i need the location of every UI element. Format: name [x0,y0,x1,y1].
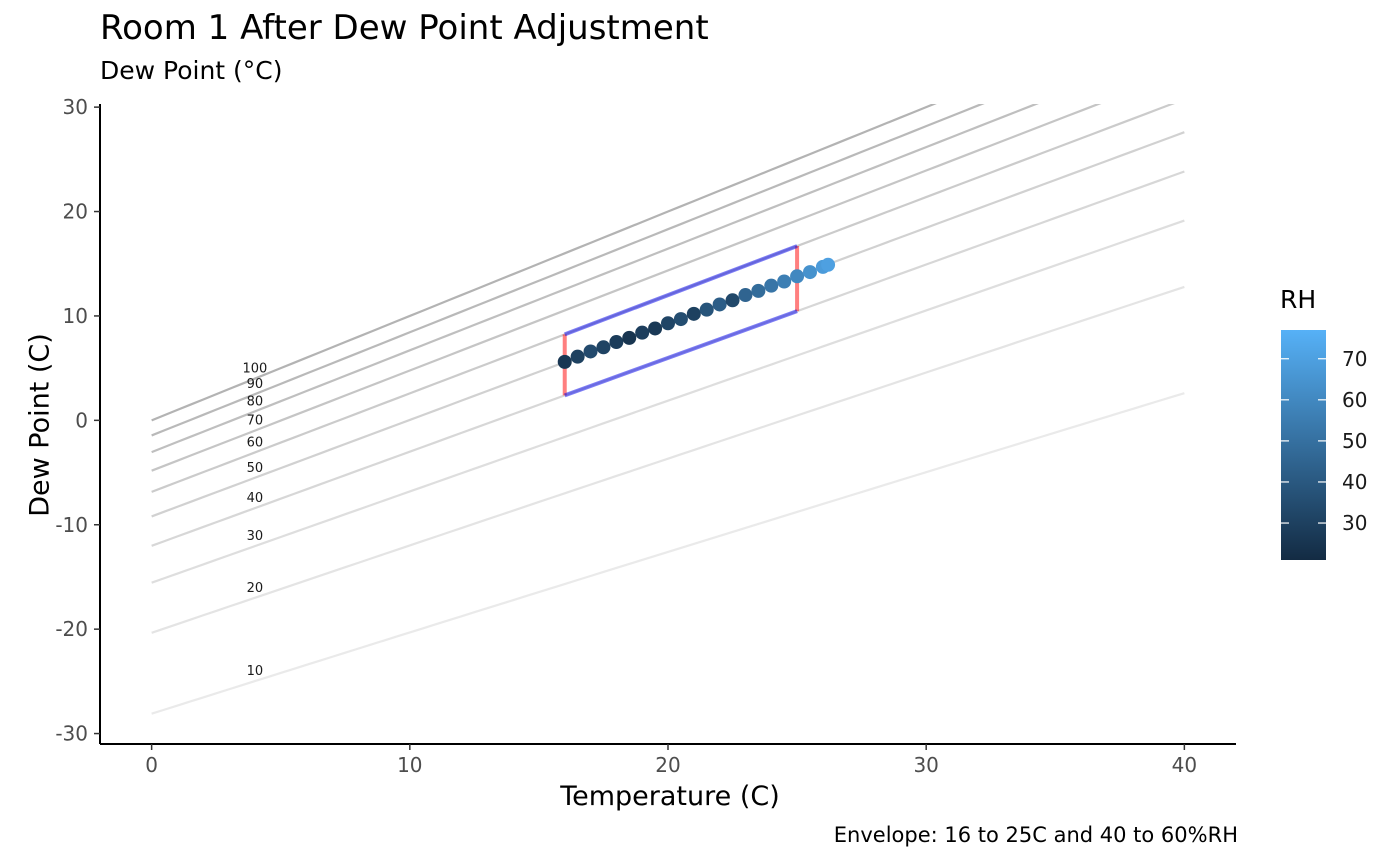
rh-curve-20 [151,285,1185,634]
rh-curve-label-30: 30 [247,529,264,544]
data-point [609,335,624,350]
x-axis-label: Temperature (C) [560,781,780,812]
rh-curve-label-100: 100 [242,362,267,377]
data-point [596,340,611,355]
y-tick-label: -30 [55,722,88,746]
data-point [751,283,766,298]
x-tick-label: 0 [145,753,158,777]
x-tick-label: 40 [1172,753,1197,777]
rh-curve-label-80: 80 [247,394,264,409]
legend-title: RH [1280,285,1317,314]
x-tick-label: 10 [397,753,422,777]
rh-curve-80 [151,104,1039,454]
data-point [686,306,701,321]
data-point [725,293,740,308]
data-point [803,265,817,280]
data-point [648,321,663,336]
data-point [570,349,585,364]
data-point [557,354,572,369]
data-point [583,344,598,359]
envelope-rh-min [564,309,798,398]
rh-curve-90 [151,104,985,437]
x-tick-label: 30 [913,753,938,777]
chart-title: Room 1 After Dew Point Adjustment [100,8,709,48]
data-point [790,269,805,284]
rh-curve-label-10: 10 [247,664,264,679]
y-tick-label: -20 [55,617,88,641]
legend-tick-label: 60 [1342,388,1367,412]
rh-curve-label-90: 90 [247,377,264,392]
data-point [635,325,650,340]
data-point [622,330,637,345]
legend-tick-label: 40 [1342,470,1367,494]
rh-curve-30 [151,219,1185,584]
data-points [557,257,836,369]
envelope-rh-max [564,244,798,337]
data-point [777,274,792,289]
chart-subtitle: Dew Point (°C) [100,56,283,85]
rh-curve-10 [151,392,1185,715]
rh-curves [151,104,1185,715]
rh-curve-label-20: 20 [247,581,264,596]
axes: 0 10 20 30 40 -30 -20 -10 0 10 20 30 [55,95,1236,777]
color-legend: 30 40 50 60 70 [1281,330,1367,560]
rh-curve-label-70: 70 [247,414,264,429]
y-tick-label: 20 [63,200,88,224]
legend-tick-label: 70 [1342,347,1367,371]
rh-curve-100 [151,104,937,422]
data-point [821,257,836,272]
y-tick-label: 30 [63,95,88,119]
rh-curve-label-40: 40 [247,491,264,506]
data-point [661,316,675,331]
x-tick-label: 20 [655,753,680,777]
legend-tick-label: 50 [1342,429,1367,453]
rh-curve-label-50: 50 [247,461,264,476]
rh-curve-70 [151,104,1102,472]
data-point [673,312,688,327]
chart-caption: Envelope: 16 to 25C and 40 to 60%RH [833,823,1238,847]
data-point [764,278,779,293]
data-point [712,297,727,312]
legend-colorbar [1281,330,1326,560]
data-point [738,288,753,303]
y-tick-label: -10 [55,513,88,537]
data-point [699,302,714,317]
y-tick-label: 10 [63,304,88,328]
rh-curve-label-60: 60 [247,435,264,450]
legend-tick-label: 30 [1342,511,1367,535]
y-tick-label: 0 [75,408,88,432]
